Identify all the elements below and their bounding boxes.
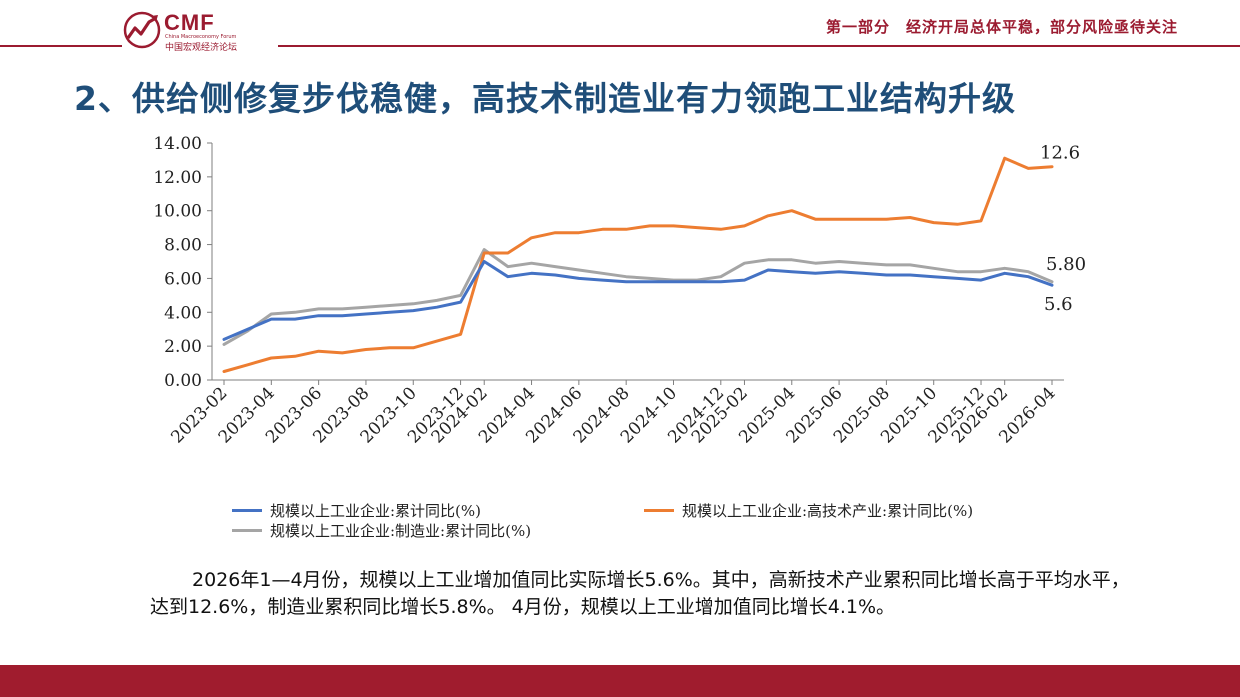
end-value-label: 5.80 [1046, 254, 1086, 275]
logo-text: CMF [164, 10, 215, 35]
series-line-0 [222, 260, 1054, 341]
legend-label-hightech: 规模以上工业企业:高技术产业:累计同比(%) [682, 502, 974, 520]
legend-item-hightech: 规模以上工业企业:高技术产业:累计同比(%) [644, 500, 973, 521]
logo-subtitle-en: China Macroeconomy Forum [165, 34, 237, 40]
header: CMF China Macroeconomy Forum 中国宏观经济论坛 第一… [0, 0, 1240, 60]
legend-swatch-manufacturing [232, 529, 262, 532]
slide-title: 2、供给侧修复步伐稳健，高技术制造业有力领跑工业结构升级 [74, 79, 1016, 118]
section-label: 第一部分 经济开局总体平稳，部分风险亟待关注 [825, 18, 1178, 36]
body-paragraph: 2026年1—4月份，规模以上工业增加值同比实际增长5.6%。其中，高新技术产业… [150, 567, 1140, 621]
y-tick-label: 14.00 [153, 134, 202, 154]
y-tick-label: 0.00 [164, 371, 202, 391]
y-tick-label: 6.00 [164, 269, 202, 289]
chart-legend: 规模以上工业企业:累计同比(%) 规模以上工业企业:高技术产业:累计同比(%) … [232, 498, 1092, 548]
body-text: 2026年1—4月份，规模以上工业增加值同比实际增长5.6%。其中，高新技术产业… [150, 569, 1130, 618]
legend-swatch-hightech [644, 509, 674, 512]
header-rule-left [0, 45, 122, 47]
legend-item-manufacturing: 规模以上工业企业:制造业:累计同比(%) [232, 520, 531, 541]
legend-label-manufacturing: 规模以上工业企业:制造业:累计同比(%) [270, 522, 532, 540]
logo-subtitle-cn: 中国宏观经济论坛 [165, 43, 238, 53]
y-tick-label: 2.00 [164, 337, 202, 357]
cmf-logo: CMF China Macroeconomy Forum 中国宏观经济论坛 [122, 10, 252, 54]
legend-label-industrial: 规模以上工业企业:累计同比(%) [270, 502, 482, 520]
series-line-2 [222, 248, 1054, 346]
end-value-label: 5.6 [1044, 294, 1073, 315]
y-tick-label: 8.00 [164, 236, 202, 256]
line-chart: 0.002.004.006.008.0010.0012.0014.002023-… [153, 134, 1086, 447]
header-rule-right [278, 45, 1240, 47]
cmf-logo-icon [123, 11, 161, 49]
y-tick-label: 12.00 [153, 168, 202, 188]
legend-item-industrial: 规模以上工业企业:累计同比(%) [232, 500, 481, 521]
footer-bar [0, 665, 1240, 697]
y-tick-label: 4.00 [164, 303, 202, 323]
legend-swatch-industrial [232, 509, 262, 512]
y-tick-label: 10.00 [153, 202, 202, 222]
series-line-1 [222, 156, 1054, 373]
end-value-label: 12.6 [1040, 143, 1080, 164]
